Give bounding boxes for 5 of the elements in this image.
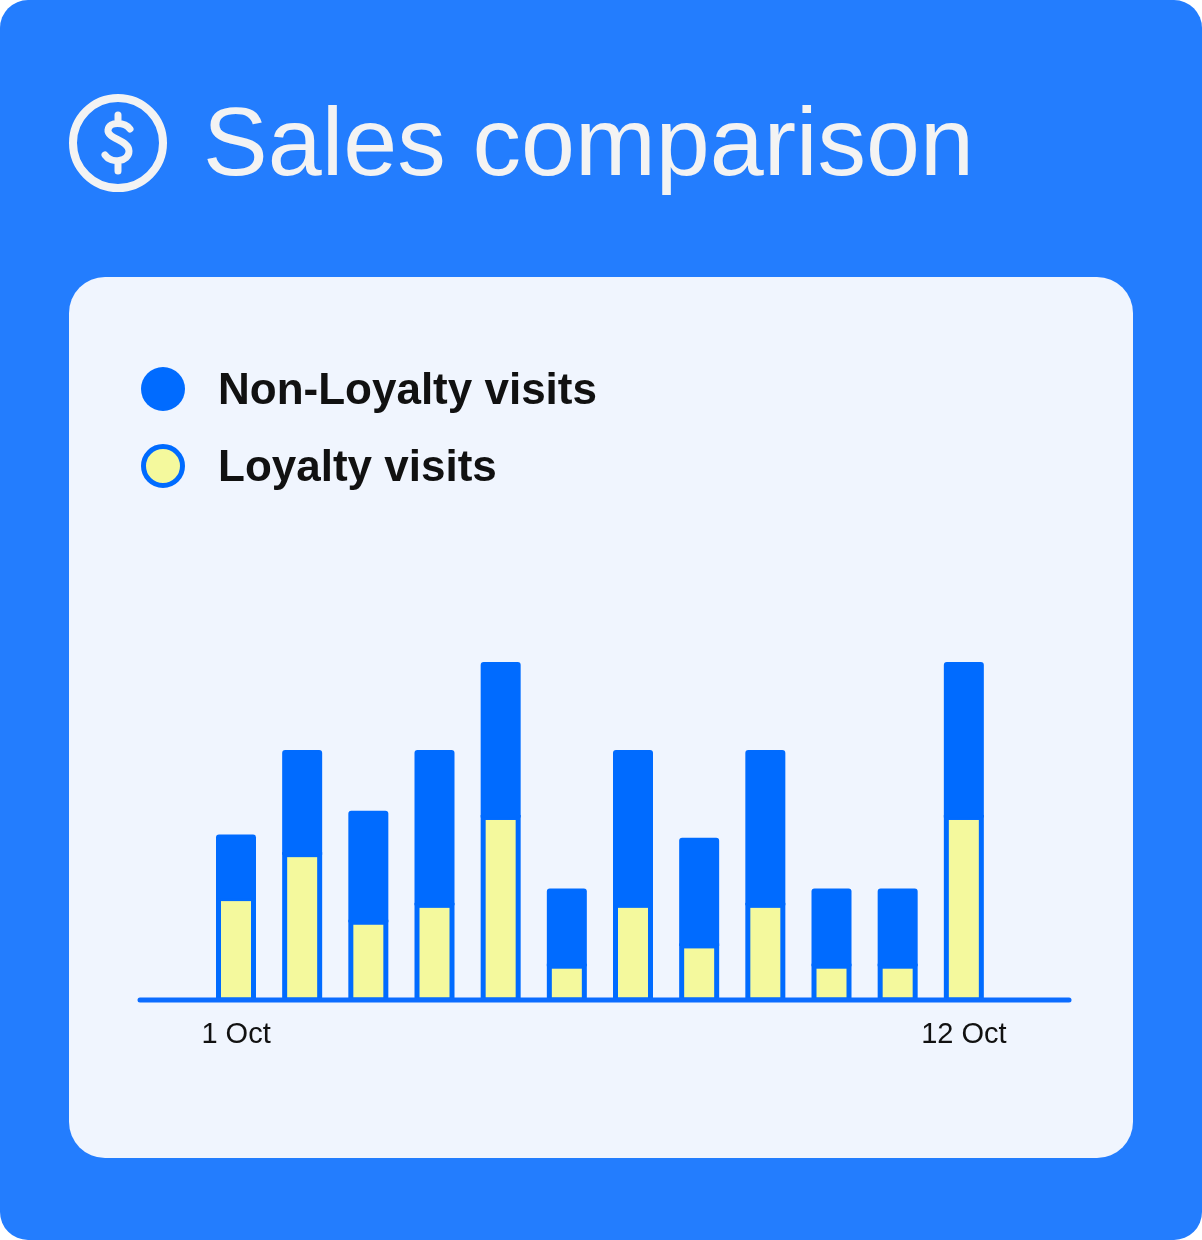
chart-title: Sales comparison bbox=[203, 87, 974, 196]
x-tick-label: 12 Oct bbox=[921, 1016, 1007, 1049]
legend-label: Loyalty visits bbox=[218, 440, 497, 490]
x-tick-label: 1 Oct bbox=[201, 1016, 271, 1049]
legend-label: Non-Loyalty visits bbox=[218, 363, 597, 413]
